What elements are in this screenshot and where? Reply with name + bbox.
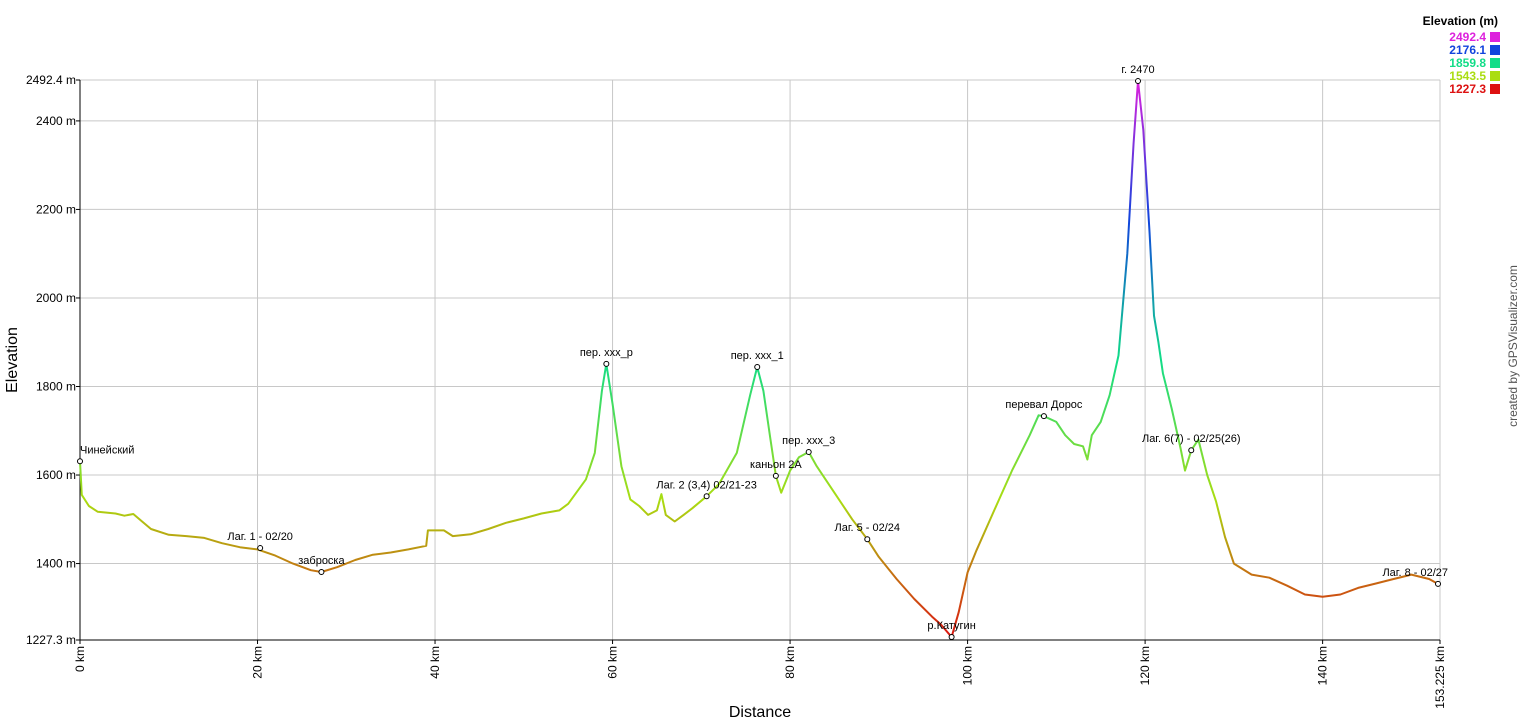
x-tick-label: 80 km bbox=[783, 646, 797, 679]
y-tick-label: 2200 m bbox=[36, 202, 76, 216]
legend-swatch bbox=[1490, 58, 1500, 68]
waypoint-label: пер. xxx_3 bbox=[782, 435, 835, 447]
legend-title: Elevation (m) bbox=[1423, 14, 1498, 28]
waypoint-label: Лаг. 8 - 02/27 bbox=[1382, 567, 1448, 579]
x-tick-label: 40 km bbox=[428, 646, 442, 679]
waypoint-label: Лаг. 1 - 02/20 bbox=[227, 531, 293, 543]
waypoint-label: р.Катугин bbox=[927, 620, 975, 632]
waypoint-label: г. 2470 bbox=[1121, 64, 1154, 76]
y-tick-label: 2492.4 m bbox=[26, 73, 76, 87]
waypoint-label: каньон 2А bbox=[750, 459, 802, 471]
y-tick-label: 2400 m bbox=[36, 114, 76, 128]
waypoint-label: Лаг. 2 (3,4) 02/21-23 bbox=[656, 479, 756, 491]
waypoint-marker bbox=[77, 458, 83, 465]
x-axis-title: Distance bbox=[729, 704, 791, 720]
waypoint-marker bbox=[1134, 78, 1141, 85]
x-tick-label: 100 km bbox=[961, 646, 975, 685]
waypoint-marker bbox=[1188, 447, 1195, 454]
waypoint-marker bbox=[703, 493, 710, 500]
legend-label: 1227.3 bbox=[1449, 82, 1486, 96]
waypoint-marker bbox=[864, 536, 871, 543]
waypoint-label: заброска bbox=[298, 555, 345, 567]
x-tick-label: 0 km bbox=[73, 646, 87, 672]
waypoint-label: Чинейский bbox=[80, 444, 134, 456]
credit: created by GPSVisualizer.com bbox=[1506, 265, 1520, 427]
waypoint-marker bbox=[805, 449, 812, 456]
legend-swatch bbox=[1490, 32, 1500, 42]
x-tick-label: 120 km bbox=[1138, 646, 1152, 685]
waypoint-marker bbox=[257, 545, 264, 552]
waypoint-label: перевал Дорос bbox=[1005, 399, 1083, 411]
y-tick-label: 1800 m bbox=[36, 379, 76, 393]
y-tick-label: 1600 m bbox=[36, 468, 76, 482]
y-axis-title: Elevation bbox=[4, 327, 21, 393]
x-tick-label: 153.225 km bbox=[1433, 646, 1447, 709]
legend-swatch bbox=[1490, 71, 1500, 81]
legend-label: 1543.5 bbox=[1449, 69, 1486, 83]
waypoint-label: пер. xxx_р bbox=[580, 347, 633, 359]
y-tick-label: 1400 m bbox=[36, 557, 76, 571]
waypoint-marker bbox=[318, 568, 325, 575]
elevation-line bbox=[79, 80, 1440, 638]
waypoint-marker bbox=[948, 634, 955, 641]
waypoint-marker bbox=[603, 360, 610, 367]
y-tick-label: 2000 m bbox=[36, 291, 76, 305]
waypoint-label: Лаг. 5 - 02/24 bbox=[835, 522, 901, 534]
waypoint-label: Лаг. 6(7) - 02/25(26) bbox=[1142, 433, 1241, 445]
waypoint-label: пер. xxx_1 bbox=[731, 350, 784, 362]
y-tick-label: 1227.3 m bbox=[26, 633, 76, 647]
legend-swatch bbox=[1490, 84, 1500, 94]
x-tick-label: 20 km bbox=[251, 646, 265, 679]
legend-swatch bbox=[1490, 45, 1500, 55]
legend-label: 2492.4 bbox=[1449, 30, 1486, 44]
waypoint-marker bbox=[1435, 580, 1442, 587]
waypoint-marker bbox=[754, 364, 761, 371]
waypoint-marker bbox=[772, 472, 779, 479]
x-tick-label: 140 km bbox=[1316, 646, 1330, 685]
legend-label: 2176.1 bbox=[1449, 43, 1486, 57]
waypoint-marker bbox=[1040, 413, 1047, 420]
legend-label: 1859.8 bbox=[1449, 56, 1486, 70]
x-tick-label: 60 km bbox=[606, 646, 620, 679]
